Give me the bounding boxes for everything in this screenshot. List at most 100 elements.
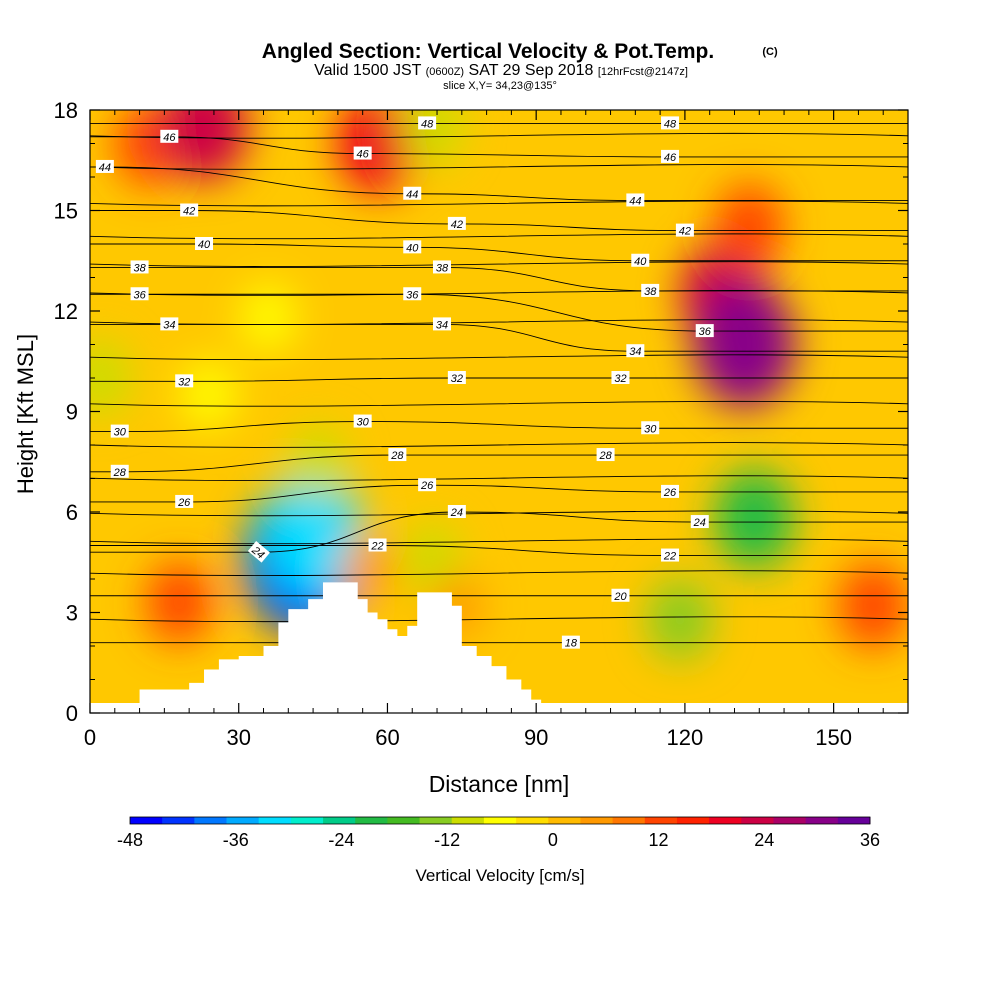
contour-label-box [195,237,214,250]
contour-label: 30 [110,424,129,439]
colorbar-swatch [548,817,581,824]
contour-label: 24 [447,505,466,519]
y-tick-label: 3 [66,601,78,626]
contour-label-box [695,324,714,338]
contour-label-text: 28 [598,450,612,462]
contour-label-box [626,344,645,358]
contour-label-box [641,283,660,297]
contour-label-text: 36 [699,326,712,338]
contour-label: 26 [175,494,194,509]
contour-label-box [447,371,466,384]
contour-label: 34 [160,317,179,331]
contour-label-text: 40 [406,242,419,254]
colorbar-tick-label: 12 [649,830,669,850]
contour-label-box [596,448,615,462]
theta-contour-minor [90,510,908,517]
subtitle-valid: Valid 1500 JST [314,62,425,79]
velocity-cell [146,561,213,644]
velocity-cell [241,283,296,353]
colorbar-swatch [419,817,453,824]
contour-label: 34 [626,344,645,358]
velocity-cell [647,578,713,661]
contour-label-box [403,186,422,200]
contour-label-box [403,240,422,254]
contour-label-text: 26 [663,487,677,499]
contour-label-box [611,371,630,384]
colorbar [129,816,871,825]
colorbar-swatch [258,817,292,824]
contour-label-box [611,588,630,602]
contour-label: 28 [596,448,615,462]
contour-label-text: 42 [451,219,463,231]
x-tick-label: 0 [84,725,96,750]
contour-label-box [160,317,179,331]
contour-label: 22 [368,538,387,553]
contour-label-text: 32 [451,373,463,385]
contour-label: 18 [561,635,580,650]
velocity-cell [181,360,237,430]
colorbar-swatch [837,817,871,824]
contour-label: 46 [160,129,179,144]
contour-label-text: 46 [163,132,176,144]
velocity-cell [262,472,364,599]
contour-label: 48 [661,116,680,130]
contour-label-text: 30 [357,417,370,429]
contour-label-box [180,203,199,217]
contour-label: 28 [388,448,407,462]
contour-label-text: 24 [450,507,463,519]
contour-label: 38 [130,260,149,274]
contour-label-text: 36 [133,289,146,301]
contour-label-box [353,414,372,428]
velocity-cell [714,468,795,569]
contour-label-text: 34 [436,319,448,331]
theta-contour-minor [90,354,908,361]
chart-title: Angled Section: Vertical Velocity & Pot.… [262,40,714,63]
contour-label-text: 38 [644,286,657,298]
slice-info: slice X,Y= 34,23@135° [443,80,557,92]
colorbar-tick-label: 24 [754,830,774,850]
colorbar-swatch [580,817,614,824]
y-tick-label: 15 [54,199,78,224]
contour-label-box [631,253,650,267]
contour-label-text: 24 [693,517,706,529]
contour-label-box [418,478,437,492]
contour-label: 40 [631,253,650,268]
y-tick-label: 12 [54,299,78,324]
contour-label-text: 18 [565,638,578,650]
contour-label-text: 40 [634,256,647,268]
contour-label: 36 [403,287,422,301]
contour-label: 48 [418,116,437,130]
x-axis: 0 30 60 90 120 150 [84,110,884,750]
theta-contour-minor [90,616,908,623]
colorbar-swatch [612,817,646,824]
colorbar-swatch [226,817,260,824]
contour-label-text: 32 [178,376,190,388]
contour-label: 42 [180,203,199,218]
theta-contour-40 [90,243,908,262]
contour-label-text: 46 [357,149,370,161]
colorbar-swatch [805,817,839,824]
contour-label: 46 [353,146,372,161]
velocity-cell [160,110,248,182]
contour-label: 40 [195,237,214,251]
contour-label-text: 22 [370,541,383,553]
theta-contour-minor [90,164,908,170]
contour-labels: 46 44 42 40 38 36 34 32 30 28 26 24 48 46 44 42 40 38 36 34… [95,116,714,650]
colorbar-ticks: -48 -36 -24 -12 0 12 24 36 [117,830,880,850]
contour-label: 44 [403,186,422,201]
contour-label-box [95,159,114,173]
plot-area: 46 44 42 40 38 36 34 32 30 28 26 24 48 46 44 42 40 38 36 34… [90,110,908,713]
theta-contour-minor [90,319,908,325]
contour-label-box [447,505,466,518]
contour-label: 32 [611,371,630,385]
contour-label-text: 20 [613,591,627,603]
contour-label-text: 34 [163,319,175,331]
contour-label-text: 46 [664,152,677,164]
velocity-cell [838,562,908,650]
contour-label-box [661,484,680,498]
contour-label: 26 [661,484,680,499]
contour-label-text: 42 [183,206,195,218]
contour-label: 22 [661,548,680,563]
contour-label: 40 [403,240,422,254]
